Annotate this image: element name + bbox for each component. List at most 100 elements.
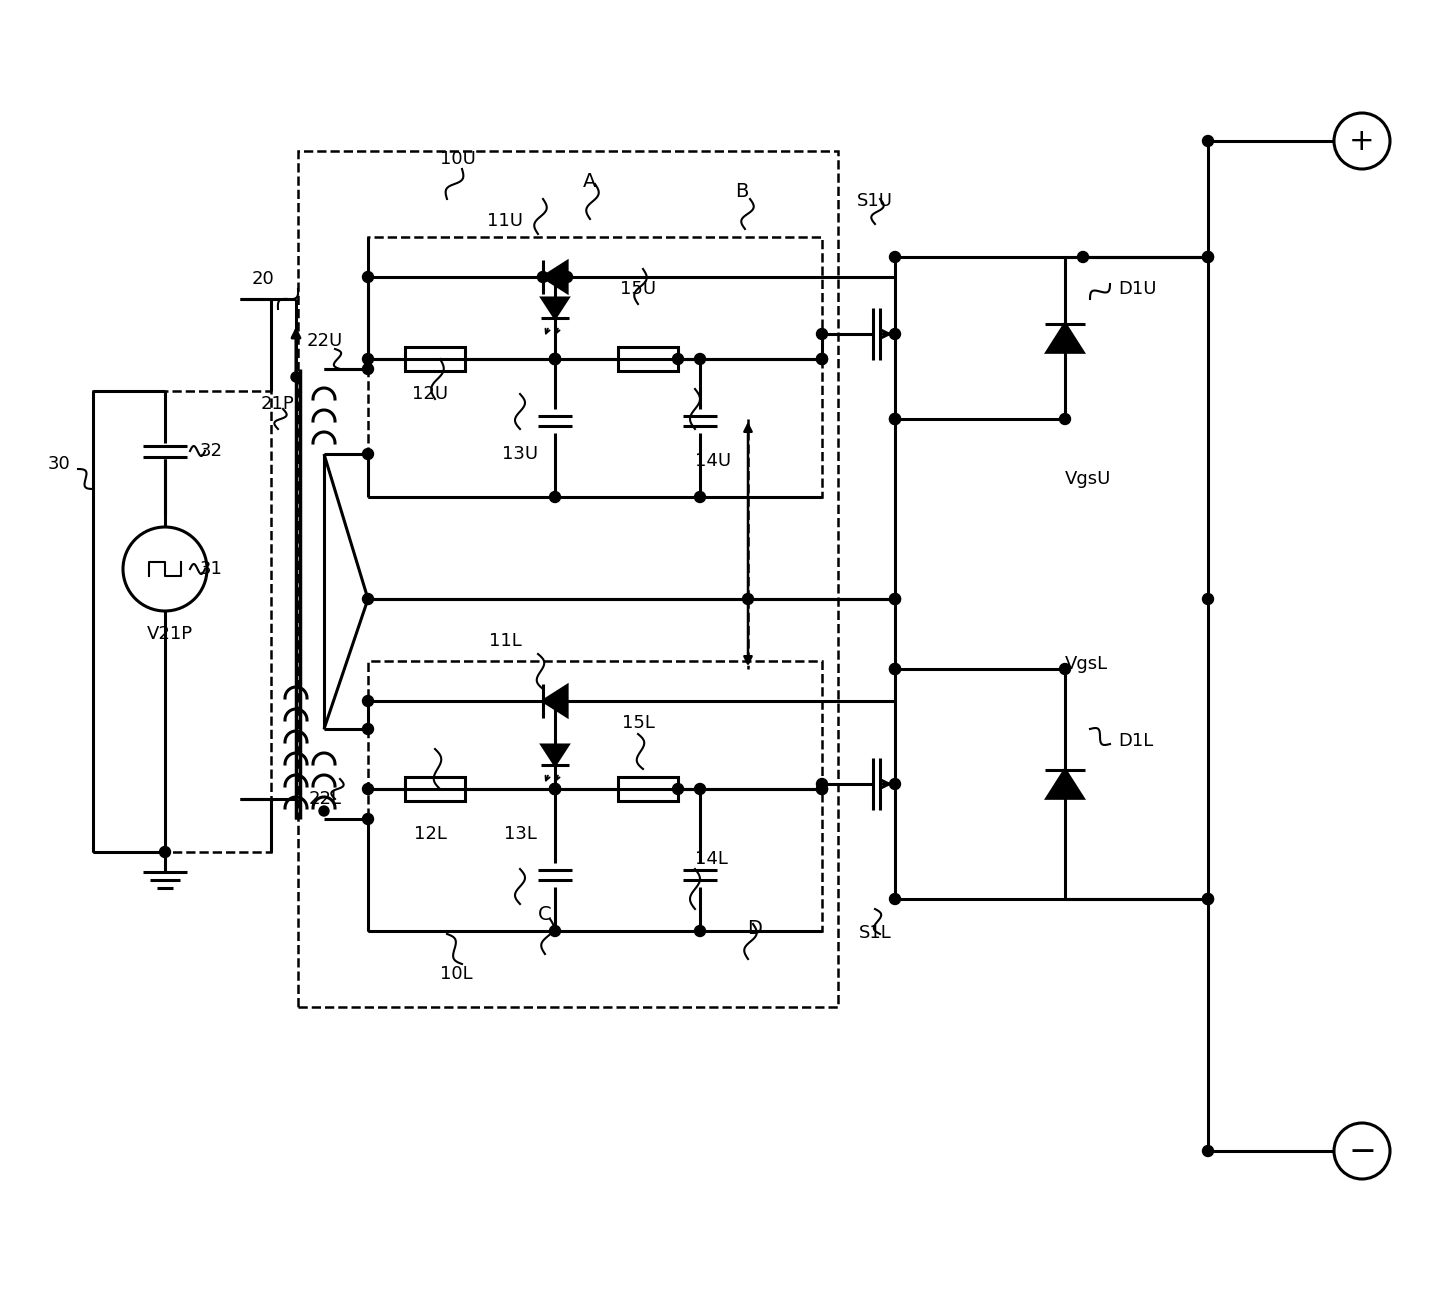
Circle shape xyxy=(549,353,561,365)
Circle shape xyxy=(1203,252,1214,262)
Circle shape xyxy=(362,813,373,825)
Text: 10U: 10U xyxy=(440,149,476,168)
Text: 12L: 12L xyxy=(414,825,447,843)
Polygon shape xyxy=(542,746,568,765)
Text: S1U: S1U xyxy=(857,192,893,210)
Bar xyxy=(368,236,822,498)
Circle shape xyxy=(538,271,548,282)
Bar xyxy=(368,661,822,931)
Text: C: C xyxy=(538,904,552,924)
Text: 15L: 15L xyxy=(622,714,655,733)
Text: D: D xyxy=(747,920,763,938)
Circle shape xyxy=(890,252,900,262)
Polygon shape xyxy=(1047,770,1083,799)
Circle shape xyxy=(1203,252,1214,262)
Text: VgsL: VgsL xyxy=(1066,655,1107,673)
Circle shape xyxy=(549,353,561,365)
Circle shape xyxy=(816,329,828,339)
Circle shape xyxy=(672,783,684,795)
Bar xyxy=(92,391,271,852)
Circle shape xyxy=(291,372,301,382)
Circle shape xyxy=(695,353,705,365)
Circle shape xyxy=(549,783,561,795)
Circle shape xyxy=(1334,113,1390,169)
Circle shape xyxy=(1203,1146,1214,1156)
Circle shape xyxy=(319,805,329,816)
Circle shape xyxy=(890,413,900,425)
Circle shape xyxy=(362,695,373,707)
Text: 10L: 10L xyxy=(440,965,473,983)
Circle shape xyxy=(890,778,900,790)
Text: 30: 30 xyxy=(48,455,71,473)
Circle shape xyxy=(549,783,561,795)
Text: D1U: D1U xyxy=(1118,281,1156,297)
Bar xyxy=(298,151,838,1007)
Text: S1L: S1L xyxy=(858,924,891,942)
Text: 14U: 14U xyxy=(695,452,731,470)
Circle shape xyxy=(362,783,373,795)
Text: 12U: 12U xyxy=(412,385,448,403)
Circle shape xyxy=(890,413,900,425)
Text: 21P: 21P xyxy=(261,395,294,413)
Circle shape xyxy=(362,364,373,374)
Circle shape xyxy=(549,353,561,365)
Text: 22U: 22U xyxy=(307,333,343,349)
Text: 11L: 11L xyxy=(489,633,522,650)
Bar xyxy=(619,347,678,372)
Circle shape xyxy=(695,491,705,503)
Circle shape xyxy=(1077,252,1089,262)
Circle shape xyxy=(1203,894,1214,904)
Circle shape xyxy=(160,847,170,857)
Circle shape xyxy=(695,783,705,795)
Circle shape xyxy=(362,594,373,604)
Bar xyxy=(405,347,464,372)
Circle shape xyxy=(362,448,373,460)
Circle shape xyxy=(890,894,900,904)
Text: 13L: 13L xyxy=(503,825,536,843)
Circle shape xyxy=(549,491,561,503)
Circle shape xyxy=(816,783,828,795)
Text: V21P: V21P xyxy=(147,625,193,643)
Circle shape xyxy=(816,783,828,795)
Text: 13U: 13U xyxy=(502,446,538,462)
Circle shape xyxy=(561,271,572,282)
Circle shape xyxy=(549,925,561,937)
Text: B: B xyxy=(735,182,748,200)
Text: −: − xyxy=(1348,1134,1376,1168)
Text: A: A xyxy=(584,171,597,191)
Circle shape xyxy=(123,527,208,611)
Circle shape xyxy=(890,329,900,339)
Circle shape xyxy=(816,353,828,365)
Polygon shape xyxy=(1047,323,1083,352)
Circle shape xyxy=(890,664,900,674)
Text: 15U: 15U xyxy=(620,281,656,297)
Bar xyxy=(619,777,678,801)
Circle shape xyxy=(743,594,754,604)
Circle shape xyxy=(362,724,373,734)
Text: D1L: D1L xyxy=(1118,733,1154,750)
Circle shape xyxy=(1060,413,1070,425)
Text: 20: 20 xyxy=(251,270,274,288)
Circle shape xyxy=(890,594,900,604)
Circle shape xyxy=(890,594,900,604)
Circle shape xyxy=(549,783,561,795)
Circle shape xyxy=(672,353,684,365)
Circle shape xyxy=(1203,894,1214,904)
Circle shape xyxy=(1060,664,1070,674)
Text: +: + xyxy=(1350,126,1374,156)
Text: VgsU: VgsU xyxy=(1066,470,1112,488)
Circle shape xyxy=(890,664,900,674)
Polygon shape xyxy=(542,686,567,717)
Text: 11U: 11U xyxy=(487,212,523,230)
Circle shape xyxy=(1203,594,1214,604)
Polygon shape xyxy=(542,261,567,292)
Circle shape xyxy=(362,271,373,282)
Text: 14L: 14L xyxy=(695,850,728,868)
Circle shape xyxy=(695,925,705,937)
Text: 31: 31 xyxy=(200,560,224,578)
Circle shape xyxy=(816,778,828,790)
Circle shape xyxy=(1203,135,1214,147)
Circle shape xyxy=(362,353,373,365)
Text: 22L: 22L xyxy=(309,790,342,808)
Bar xyxy=(405,777,464,801)
